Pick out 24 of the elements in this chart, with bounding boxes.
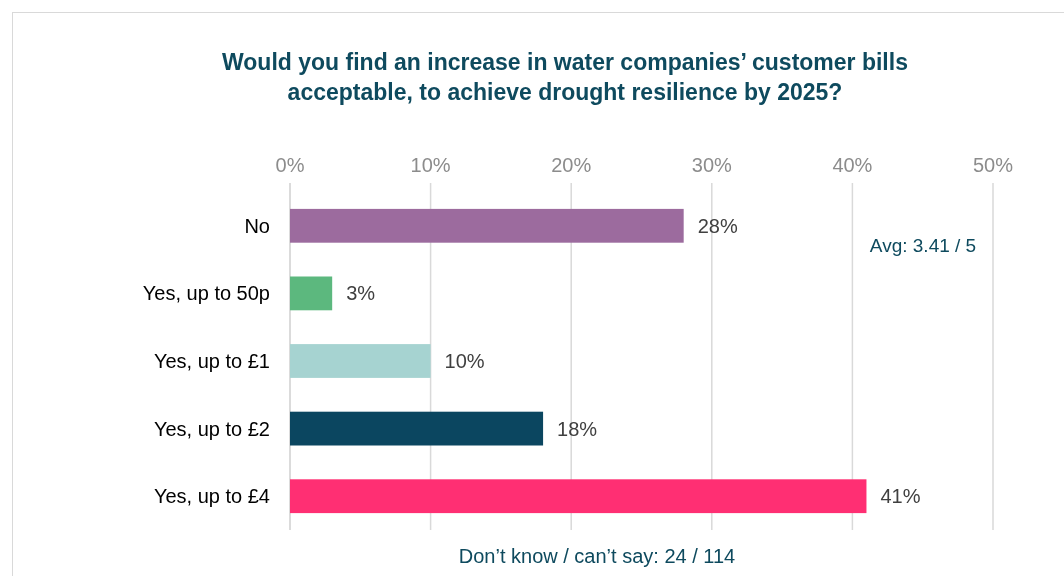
bar	[290, 411, 544, 446]
data-label: 10%	[444, 350, 485, 372]
x-tick-label: 0%	[275, 154, 305, 176]
x-tick-label: 30%	[691, 154, 733, 176]
text: Don’t know / can’t say: 24 / 114	[458, 545, 736, 567]
y-tick-label: Yes, up to £4	[153, 485, 270, 508]
y-tick-label: Yes, up to £1	[153, 350, 270, 372]
data-label: 28%	[697, 214, 738, 237]
x-tick-label: 10%	[410, 154, 451, 176]
data-label: 18%	[557, 417, 598, 440]
annotation: Avg: 3.41 / 5	[869, 235, 977, 256]
bar	[290, 344, 431, 378]
chart-title: Would you find an increase in water companies’ customer bills acceptable, to achieve drought resilience by 2025?	[222, 49, 908, 105]
y-tick-label: No	[244, 214, 270, 237]
bar	[290, 276, 333, 311]
x-tick-label: 50%	[972, 154, 1014, 176]
data-label: 41%	[880, 485, 921, 508]
bar	[290, 479, 867, 514]
x-tick-label: 40%	[832, 154, 873, 176]
x-tick-label: 20%	[551, 154, 592, 176]
bar	[290, 208, 684, 243]
y-tick-label: Yes, up to £2	[153, 417, 270, 440]
data-label: 3%	[346, 282, 376, 305]
y-tick-label: Yes, up to 50p	[142, 282, 270, 305]
